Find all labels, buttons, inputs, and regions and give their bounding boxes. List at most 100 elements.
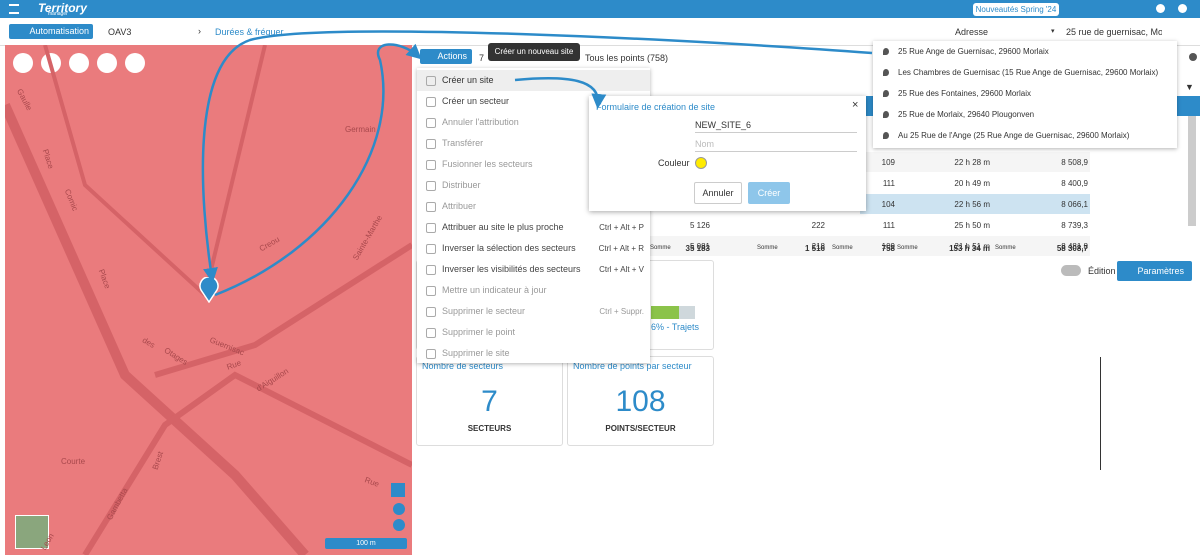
menu-icon[interactable] (9, 4, 19, 14)
card-title: Nombre de points par secteur (573, 361, 692, 371)
total-value: 58 308,7 (1056, 244, 1088, 253)
edition-label: Édition (1088, 266, 1116, 276)
total-label: Somme (995, 245, 1016, 251)
settings-icon[interactable] (1189, 53, 1197, 61)
menu-icon (426, 286, 436, 296)
menu-icon (426, 139, 436, 149)
table-cell: 104 (881, 200, 895, 209)
total-value: 35 183 (685, 244, 710, 253)
close-button[interactable]: × (852, 99, 859, 111)
chevron: › (198, 26, 201, 36)
menu-item[interactable]: Supprimer le site (417, 343, 650, 364)
menu-item[interactable]: Mettre un indicateur à jour (417, 280, 650, 301)
menu-icon (426, 307, 436, 317)
menu-item[interactable]: Inverser la sélection des secteurs Ctrl +… (417, 238, 650, 259)
suggestion[interactable]: Au 25 Rue de l'Ange (25 Rue Ange de Guer… (898, 131, 1130, 140)
dropdown-caret: ▾ (1051, 28, 1055, 35)
card-value: 108 (615, 385, 666, 418)
table-row (860, 173, 1090, 193)
menu-icon (426, 223, 436, 233)
logo-sub: manager (48, 11, 68, 17)
user-icon[interactable] (1178, 4, 1187, 13)
site-name-input[interactable]: NEW_SITE_6 (695, 120, 857, 133)
selection-count: 7 (479, 53, 485, 63)
actions-button[interactable]: Actions (420, 49, 472, 64)
menu-icon (426, 118, 436, 128)
news-button[interactable]: Nouveautés Spring '24 (973, 3, 1059, 16)
menu-label: Fusionner les secteurs (442, 159, 533, 169)
map-tool[interactable] (69, 53, 89, 73)
menu-item[interactable]: Inverser les visibilités des secteurs Ctr… (417, 259, 650, 280)
color-swatch[interactable] (695, 157, 707, 169)
dialog-title: Formulaire de création de site (596, 102, 716, 112)
scrollbar (1188, 116, 1196, 226)
menu-item[interactable]: Supprimer le secteur Ctrl + Suppr. (417, 301, 650, 322)
trajets-bar (651, 306, 679, 319)
create-button[interactable]: Créer (748, 182, 790, 204)
menu-shortcut: Ctrl + Alt + R (598, 244, 644, 253)
table-cell: 5 126 (689, 221, 710, 230)
menu-item[interactable]: Attribuer au site le plus proche Ctrl + A… (417, 217, 650, 238)
map[interactable]: 100 m Gaulle Place Comic Place des Otages Rue d… (5, 45, 412, 555)
kpi-card: Nombre de secteurs 7 SECTEURS (416, 356, 563, 446)
zoom-in[interactable] (393, 503, 405, 515)
project-name[interactable]: OAV3 (108, 27, 132, 37)
table-row (860, 194, 1090, 214)
points-tab[interactable]: Tous les points (758) (585, 53, 669, 63)
menu-label: Annuler l'attribution (442, 117, 519, 127)
table-cell: 111 (882, 221, 895, 230)
map-pin[interactable] (199, 277, 219, 303)
cancel-button[interactable]: Annuler (694, 182, 742, 204)
menu-icon (426, 244, 436, 254)
table-cell: 8 400,9 (1061, 179, 1088, 188)
table-cell: 8 739,3 (1061, 221, 1088, 230)
menu-label: Supprimer le point (442, 327, 516, 337)
edition-toggle[interactable] (1061, 265, 1081, 276)
layer-thumbnail[interactable] (15, 515, 49, 549)
card-title: Nombre de secteurs (422, 361, 504, 371)
map-tool[interactable] (13, 53, 33, 73)
suggestion[interactable]: 25 Rue de Morlaix, 29640 Plougonven (898, 110, 1035, 119)
card-value: 7 (481, 385, 498, 418)
table-cell: 8 481,8 (1061, 242, 1088, 251)
menu-label: Transférer (442, 138, 484, 148)
filter-icon[interactable]: ▼ (1185, 82, 1194, 92)
table-row (860, 152, 1090, 172)
menu-icon (426, 181, 436, 191)
total-value: 1 516 (804, 244, 825, 253)
suggestion[interactable]: 25 Rue Ange de Guernisac, 29600 Morlaix (898, 47, 1049, 56)
zoom-out[interactable] (393, 519, 405, 531)
menu-label: Créer un site (442, 75, 494, 85)
automation-button[interactable]: Automatisation (9, 24, 93, 39)
pin-icon (883, 69, 889, 76)
total-label: Somme (897, 245, 918, 251)
pin-icon (883, 90, 889, 97)
name-input[interactable]: Nom (695, 139, 857, 152)
suggestion[interactable]: Les Chambres de Guernisac (15 Rue Ange d… (898, 68, 1159, 77)
table-cell: 8 066,1 (1061, 200, 1088, 209)
address-suggestions: 25 Rue Ange de Guernisac, 29600 Morlaix L… (873, 41, 1177, 148)
top-bar: Territory manager Nouveautés Spring '24 (0, 0, 1200, 18)
table-cell: 8 508,9 (1061, 158, 1088, 167)
menu-icon (426, 76, 436, 86)
search-input[interactable]: 25 rue de guernisac, Morla (1066, 27, 1162, 37)
help-icon[interactable] (1156, 4, 1165, 13)
menu-item[interactable]: Créer un site (417, 70, 650, 91)
menu-label: Créer un secteur (442, 96, 510, 106)
suggestion[interactable]: 25 Rue des Fontaines, 29600 Morlaix (898, 89, 1031, 98)
breadcrumb[interactable]: Durées & fréquer (215, 27, 284, 37)
menu-item[interactable]: Supprimer le point (417, 322, 650, 343)
search-type[interactable]: Adresse (955, 27, 989, 37)
menu-label: Inverser la sélection des secteurs (442, 243, 576, 253)
fullscreen-button[interactable] (391, 483, 405, 497)
menu-shortcut: Ctrl + Alt + P (599, 223, 644, 232)
menu-label: Supprimer le site (442, 348, 510, 358)
map-tool[interactable] (125, 53, 145, 73)
menu-shortcut: Ctrl + Suppr. (599, 307, 644, 316)
map-tool[interactable] (97, 53, 117, 73)
map-label: Courte (61, 457, 86, 466)
table-cell: 109 (881, 242, 895, 251)
settings-button[interactable]: Paramètres (1117, 261, 1192, 281)
